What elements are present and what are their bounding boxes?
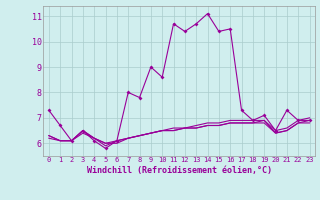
X-axis label: Windchill (Refroidissement éolien,°C): Windchill (Refroidissement éolien,°C): [87, 166, 272, 175]
